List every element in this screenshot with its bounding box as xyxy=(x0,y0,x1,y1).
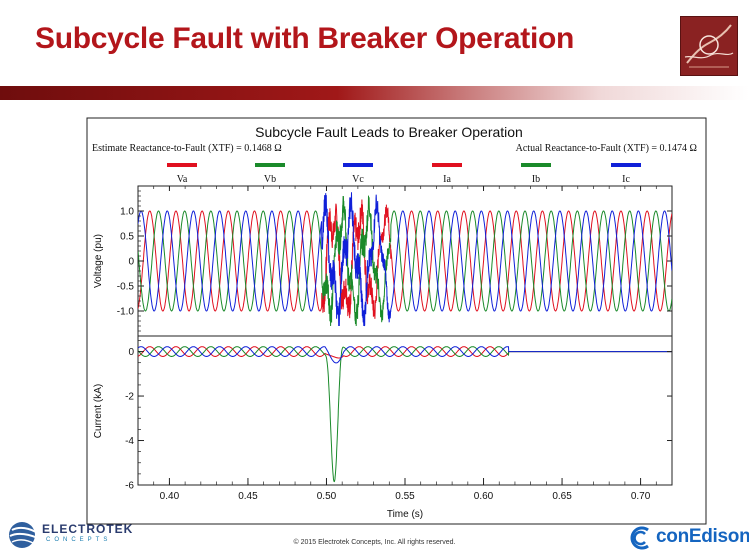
electrotek-logo: ELECTROTEK CONCEPTS xyxy=(4,518,144,552)
x-tick-label: 0.70 xyxy=(631,491,651,502)
corner-logo-image xyxy=(680,16,738,76)
voltage-series-vb xyxy=(138,195,672,327)
current-tick-label: -2 xyxy=(125,392,134,403)
current-tick-label: -6 xyxy=(125,481,134,492)
voltage-tick-label: 1.0 xyxy=(120,207,134,218)
copyright-footer: © 2015 Electrotek Concepts, Inc. All rig… xyxy=(293,539,456,546)
legend-swatch-ib xyxy=(521,163,551,167)
legend-label-ib: Ib xyxy=(532,174,540,185)
legend-swatch-va xyxy=(167,163,197,167)
voltage-series-va xyxy=(138,199,672,319)
annotation-estimate: Estimate Reactance-to-Fault (XTF) = 0.14… xyxy=(92,143,282,154)
current-tick-label: 0 xyxy=(128,347,134,358)
title-underline xyxy=(0,86,749,100)
voltage-tick-label: 0.5 xyxy=(120,232,134,243)
x-tick-label: 0.55 xyxy=(395,491,415,502)
conedison-logo: conEdison xyxy=(628,526,749,552)
x-tick-label: 0.65 xyxy=(552,491,572,502)
legend-label-va: Va xyxy=(177,174,188,185)
current-axis-label: Current (kA) xyxy=(93,384,104,438)
legend: Va Vb Vc Ia Ib Ic xyxy=(167,163,641,185)
legend-label-vb: Vb xyxy=(264,174,276,185)
voltage-traces xyxy=(138,192,672,327)
x-tick-label: 0.60 xyxy=(474,491,494,502)
legend-swatch-vb xyxy=(255,163,285,167)
conedison-emblem-icon xyxy=(630,526,649,550)
x-axis-label: Time (s) xyxy=(387,509,423,520)
voltage-tick-label: 0 xyxy=(128,257,134,268)
voltage-tick-label: -1.0 xyxy=(117,307,135,318)
x-tick-label: 0.45 xyxy=(238,491,258,502)
slide-title: Subcycle Fault with Breaker Operation xyxy=(35,22,575,55)
current-traces xyxy=(138,346,672,483)
x-tick-label: 0.50 xyxy=(317,491,337,502)
electrotek-emblem-icon xyxy=(9,522,39,548)
chart-title: Subcycle Fault Leads to Breaker Operatio… xyxy=(255,124,523,140)
voltage-series-vc xyxy=(138,192,672,327)
voltage-axis-label: Voltage (pu) xyxy=(93,234,104,288)
fault-chart: Subcycle Fault Leads to Breaker Operatio… xyxy=(86,117,707,525)
current-series-ic xyxy=(138,346,672,364)
x-tick-label: 0.40 xyxy=(160,491,180,502)
legend-swatch-ia xyxy=(432,163,462,167)
legend-label-ia: Ia xyxy=(443,174,451,185)
voltage-tick-label: -0.5 xyxy=(117,282,135,293)
electrotek-sub: CONCEPTS xyxy=(46,537,112,543)
legend-swatch-vc xyxy=(343,163,373,167)
conedison-name: conEdison xyxy=(656,526,749,547)
legend-label-vc: Vc xyxy=(352,174,364,185)
electrotek-name: ELECTROTEK xyxy=(42,522,134,536)
current-tick-label: -4 xyxy=(125,436,134,447)
axes: 1.00.50-0.5-1.00-2-4-60.40 0.45 0.50 0.55 0.… xyxy=(117,185,673,502)
annotation-actual: Actual Reactance-to-Fault (XTF) = 0.1474… xyxy=(516,143,697,154)
legend-label-ic: Ic xyxy=(622,174,630,185)
legend-swatch-ic xyxy=(611,163,641,167)
